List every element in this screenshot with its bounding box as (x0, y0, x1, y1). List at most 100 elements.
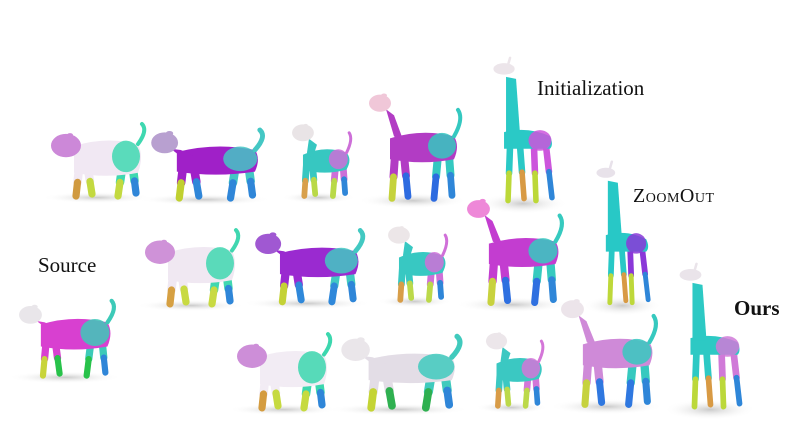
zoomout-dog-shape (377, 226, 452, 308)
front-leg-left (607, 245, 615, 306)
head (151, 132, 179, 154)
tail (647, 313, 659, 345)
head (485, 332, 508, 350)
ear (253, 343, 259, 348)
ground-shadow (7, 371, 122, 384)
hindquarters (424, 251, 444, 273)
tail (230, 228, 241, 253)
head (237, 344, 267, 368)
ear (479, 198, 486, 204)
ear (381, 93, 387, 98)
zoomout-label: ZoomOut (633, 185, 715, 207)
hind-leg-right (542, 142, 555, 201)
ours-horse-shape (549, 299, 664, 415)
ear (356, 337, 365, 343)
head (679, 269, 702, 281)
initialization-pig-shape (42, 122, 152, 204)
head (341, 338, 370, 361)
hindquarters (328, 149, 348, 170)
zoomout-pig-shape (136, 228, 246, 312)
head (19, 305, 42, 324)
hind-leg-right (730, 348, 743, 407)
neck (692, 282, 707, 341)
hindquarters (528, 238, 558, 264)
tail (252, 127, 265, 153)
ours-dog-shape (475, 332, 548, 414)
neck (274, 249, 297, 258)
head (369, 94, 391, 112)
ground-shadow (377, 295, 452, 308)
zoomout-cow-shape (242, 228, 372, 310)
front-leg-left (388, 151, 399, 202)
hindquarters (298, 351, 326, 384)
neck (386, 109, 404, 143)
tail (449, 333, 463, 360)
ground-shadow (327, 403, 470, 416)
neck (607, 180, 622, 238)
neck (170, 148, 194, 156)
horn (506, 56, 512, 67)
ground-shadow (281, 192, 356, 204)
neck (484, 215, 504, 248)
zoomout-giraffe-shape (582, 160, 663, 316)
hindquarters (418, 353, 455, 380)
ground-shadow (358, 192, 468, 209)
hindquarters (428, 132, 456, 159)
tail (136, 122, 147, 146)
hindquarters (324, 247, 358, 274)
ground-shadow (663, 399, 756, 420)
front-leg-left (505, 142, 514, 204)
hind-leg-left (718, 348, 727, 410)
horn (693, 262, 698, 273)
hindquarters (112, 140, 140, 173)
tail (452, 107, 463, 139)
hindquarters (521, 357, 541, 379)
hindquarters (206, 247, 234, 280)
neck (506, 76, 521, 135)
ground-shadow (136, 299, 246, 312)
ground-shadow (455, 297, 570, 313)
initialization-horse-shape (358, 93, 468, 209)
head (493, 63, 515, 75)
head (255, 233, 282, 254)
head (467, 200, 490, 218)
tail (344, 131, 353, 155)
initialization-label: Initialization (537, 76, 645, 100)
ours-pig-shape (228, 332, 338, 416)
neck (402, 241, 413, 262)
ear (573, 299, 580, 304)
front-leg-right (618, 245, 629, 304)
head (596, 167, 616, 178)
neck (306, 138, 317, 159)
ours-giraffe-shape (663, 262, 756, 420)
ground-shadow (582, 295, 663, 316)
ground-shadow (549, 398, 664, 415)
ear (399, 226, 404, 229)
front-leg-right (703, 348, 714, 408)
hindquarters (626, 233, 647, 254)
ground-shadow (42, 192, 152, 204)
ear (165, 130, 174, 136)
neck (36, 320, 56, 329)
ear (497, 332, 502, 336)
ours-cow-shape (327, 333, 470, 416)
head (51, 133, 81, 158)
tail (353, 228, 366, 254)
hindquarters (528, 130, 552, 151)
source-cow-shape (7, 298, 122, 384)
tail (440, 233, 449, 258)
ground-shadow (137, 194, 272, 206)
hind-leg-right (445, 151, 456, 199)
hind-leg-right (546, 255, 557, 304)
hindquarters (622, 338, 652, 365)
ground-shadow (228, 403, 338, 416)
front-leg-left (581, 357, 593, 408)
front-leg-left (691, 348, 700, 410)
ear (31, 304, 38, 309)
head (388, 226, 410, 244)
zoomout-horse-shape (455, 198, 570, 313)
initialization-cow-shape (137, 127, 272, 206)
hindquarters (80, 318, 110, 346)
initialization-dog-shape (281, 123, 356, 204)
